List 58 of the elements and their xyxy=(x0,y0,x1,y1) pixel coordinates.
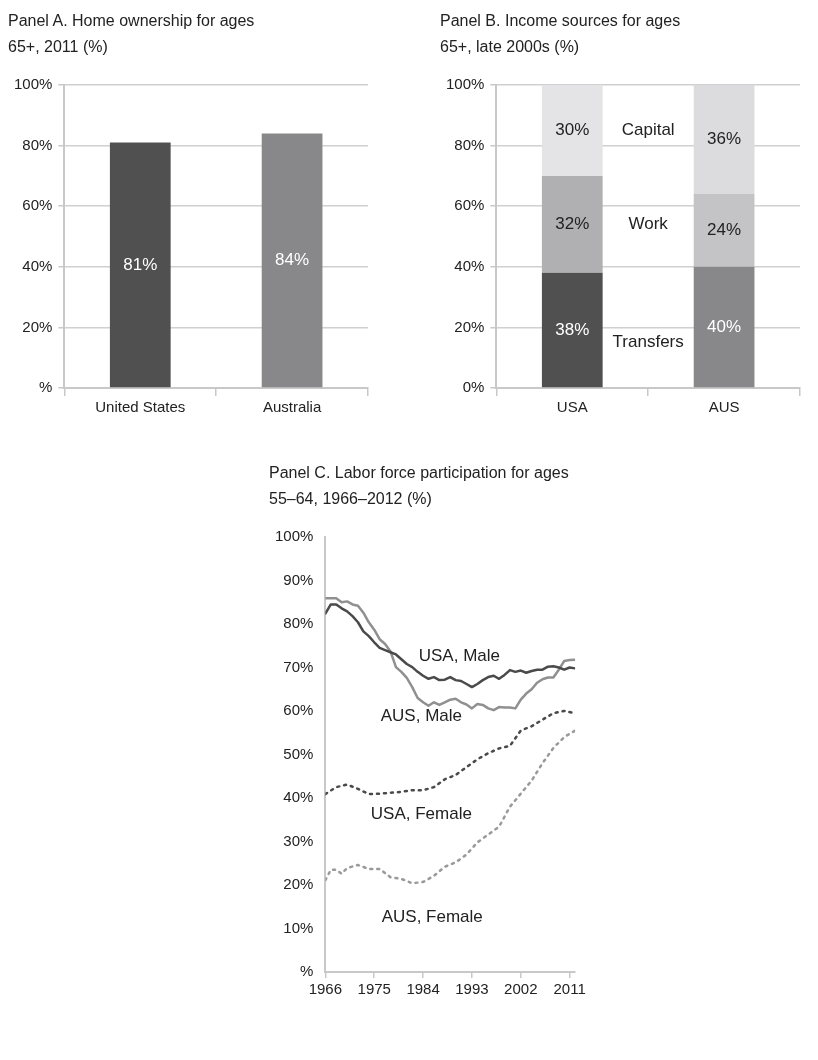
series-label: USA, Female xyxy=(370,803,472,823)
data-label: 30% xyxy=(555,120,590,140)
data-label: 40% xyxy=(707,316,742,336)
y-tick-label: 100% xyxy=(274,527,314,545)
data-label: 38% xyxy=(555,319,590,339)
x-tick-label: 1966 xyxy=(308,980,343,998)
bar xyxy=(693,266,755,388)
y-tick-label: 60% xyxy=(22,196,53,214)
x-tick-label: 1975 xyxy=(357,980,391,998)
series-label: Work xyxy=(628,214,669,234)
x-tick-label: 1993 xyxy=(455,980,489,998)
y-tick-label: 90% xyxy=(283,570,314,588)
y-tick-label: 20% xyxy=(454,317,485,335)
line-series xyxy=(325,729,576,885)
y-tick-label: 80% xyxy=(22,135,53,153)
chart-title: Panel B. Income sources for ages 65+, late 2000s (%) xyxy=(440,11,682,57)
line-series xyxy=(325,709,576,796)
x-tick-label: 1984 xyxy=(406,980,440,998)
chart-title: Panel A. Home ownership for ages 65+, 2011 (%) xyxy=(8,11,256,57)
x-tick-label: AUS xyxy=(708,398,740,416)
y-tick-label: 60% xyxy=(283,701,314,719)
series-label: AUS, Female xyxy=(381,906,483,926)
y-tick-label: % xyxy=(300,962,314,980)
bar xyxy=(541,85,603,176)
data-label: 24% xyxy=(707,220,742,240)
series-label: Capital xyxy=(621,120,675,140)
y-tick-label: 60% xyxy=(454,196,485,214)
y-tick-label: 10% xyxy=(283,918,314,936)
x-tick-label: Australia xyxy=(262,398,322,416)
y-tick-label: 40% xyxy=(283,788,314,806)
chart-title: Panel C. Labor force participation for ages 55–64, 1966–2012 (%) xyxy=(269,463,569,509)
y-tick-label: 20% xyxy=(283,875,314,893)
x-tick-label: 2002 xyxy=(504,980,538,998)
bar xyxy=(693,85,755,195)
data-label: 32% xyxy=(555,214,590,234)
data-label: 81% xyxy=(123,254,158,274)
x-tick-label: United States xyxy=(95,398,186,416)
y-tick-label: 70% xyxy=(283,657,314,675)
y-tick-label: 40% xyxy=(22,256,53,274)
x-tick-label: 2011 xyxy=(553,980,586,998)
series-label: AUS, Male xyxy=(380,705,462,725)
y-tick-label: 20% xyxy=(22,317,53,335)
series-label: USA, Male xyxy=(418,645,500,665)
y-tick-label: 40% xyxy=(454,256,485,274)
y-tick-label: 100% xyxy=(13,75,53,93)
bar xyxy=(541,272,603,388)
data-label: 36% xyxy=(707,129,742,149)
y-tick-label: 100% xyxy=(445,75,485,93)
y-tick-label: 50% xyxy=(283,744,314,762)
data-label: 84% xyxy=(275,250,310,270)
y-tick-label: 30% xyxy=(283,831,314,849)
bar xyxy=(541,175,603,273)
y-tick-label: % xyxy=(39,378,53,396)
y-tick-label: 80% xyxy=(454,135,485,153)
series-label: Transfers xyxy=(612,331,684,351)
y-tick-label: 0% xyxy=(462,378,485,396)
y-tick-label: 80% xyxy=(283,614,314,632)
x-tick-label: USA xyxy=(556,398,588,416)
